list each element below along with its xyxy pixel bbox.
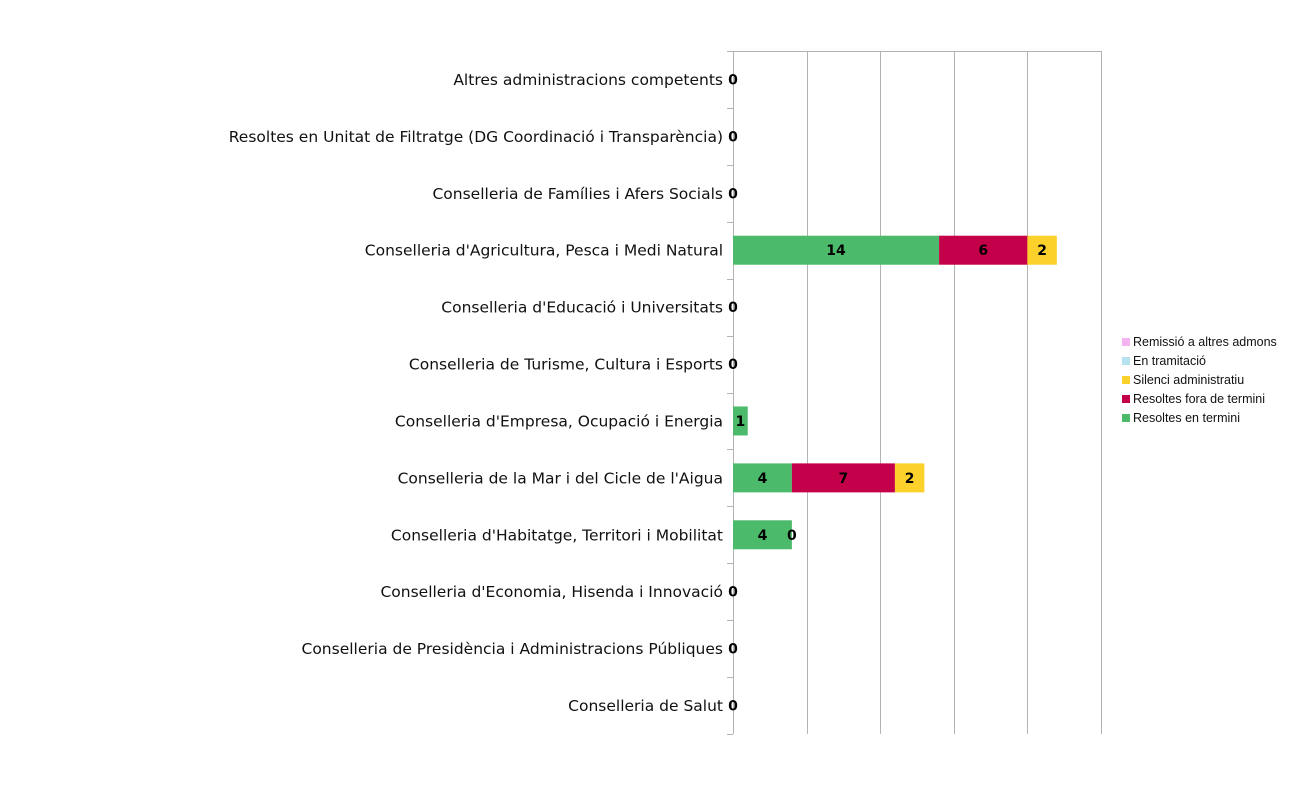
category-label: Resoltes en Unitat de Filtratge (DG Coor… [229, 128, 723, 146]
data-label: 1 [735, 414, 745, 430]
data-label: 0 [728, 300, 738, 316]
legend-label: Silenci administratiu [1133, 373, 1244, 387]
bar-segment [1027, 235, 1057, 265]
bar-segment [733, 463, 792, 493]
data-label: 2 [1037, 243, 1047, 259]
bars [733, 235, 1057, 550]
bar-segment [733, 235, 940, 265]
category-label: Conselleria d'Economia, Hisenda i Innova… [380, 583, 723, 601]
bar-segment [939, 235, 1028, 265]
category-label: Conselleria de Famílies i Afers Socials [432, 185, 723, 203]
legend-swatch [1122, 357, 1130, 365]
legend-swatch [1122, 338, 1130, 346]
bar-segment [733, 406, 748, 436]
category-label: Conselleria d'Empresa, Ocupació i Energi… [395, 412, 723, 430]
bar-segment [894, 463, 925, 493]
data-label: 0 [728, 186, 738, 202]
gridlines [733, 51, 1102, 734]
legend-swatch [1122, 395, 1130, 403]
bar-segment [733, 520, 792, 550]
category-label: Conselleria d'Educació i Universitats [441, 299, 723, 317]
category-label: Conselleria de Presidència i Administrac… [302, 640, 724, 658]
legend-label: Resoltes fora de termini [1133, 392, 1265, 406]
data-label: 2 [905, 471, 915, 487]
legend-label: Resoltes en termini [1133, 411, 1240, 425]
category-label: Altres administracions competents [453, 71, 723, 89]
data-label: 4 [758, 471, 768, 487]
legend-swatch [1122, 414, 1130, 422]
data-label: 0 [728, 585, 738, 601]
data-label: 14 [826, 243, 846, 259]
category-labels: Altres administracions competents Resolte… [229, 71, 723, 715]
category-label: Conselleria d'Habitatge, Territori i Mob… [391, 526, 723, 544]
data-label: 0 [728, 357, 738, 373]
data-label: 0 [728, 642, 738, 658]
legend-label: En tramitació [1133, 354, 1206, 368]
data-label: 0 [728, 699, 738, 715]
category-label: Conselleria d'Agricultura, Pesca i Medi … [365, 242, 723, 260]
data-label: 0 [787, 528, 797, 544]
data-label: 0 [728, 72, 738, 88]
data-label: 4 [758, 528, 768, 544]
legend: Remissió a altres admons En tramitació Sil… [1122, 335, 1277, 425]
bar-segment [791, 463, 895, 493]
data-label: 7 [839, 471, 849, 487]
axes [727, 51, 734, 735]
legend-swatch [1122, 376, 1130, 384]
category-label: Conselleria de Salut [568, 697, 723, 715]
category-label: Conselleria de Turisme, Cultura i Esport… [409, 356, 723, 374]
data-label: 0 [728, 129, 738, 145]
category-label: Conselleria de la Mar i del Cicle de l'A… [398, 469, 723, 487]
data-label: 6 [978, 243, 988, 259]
legend-label: Remissió a altres admons [1133, 335, 1277, 349]
